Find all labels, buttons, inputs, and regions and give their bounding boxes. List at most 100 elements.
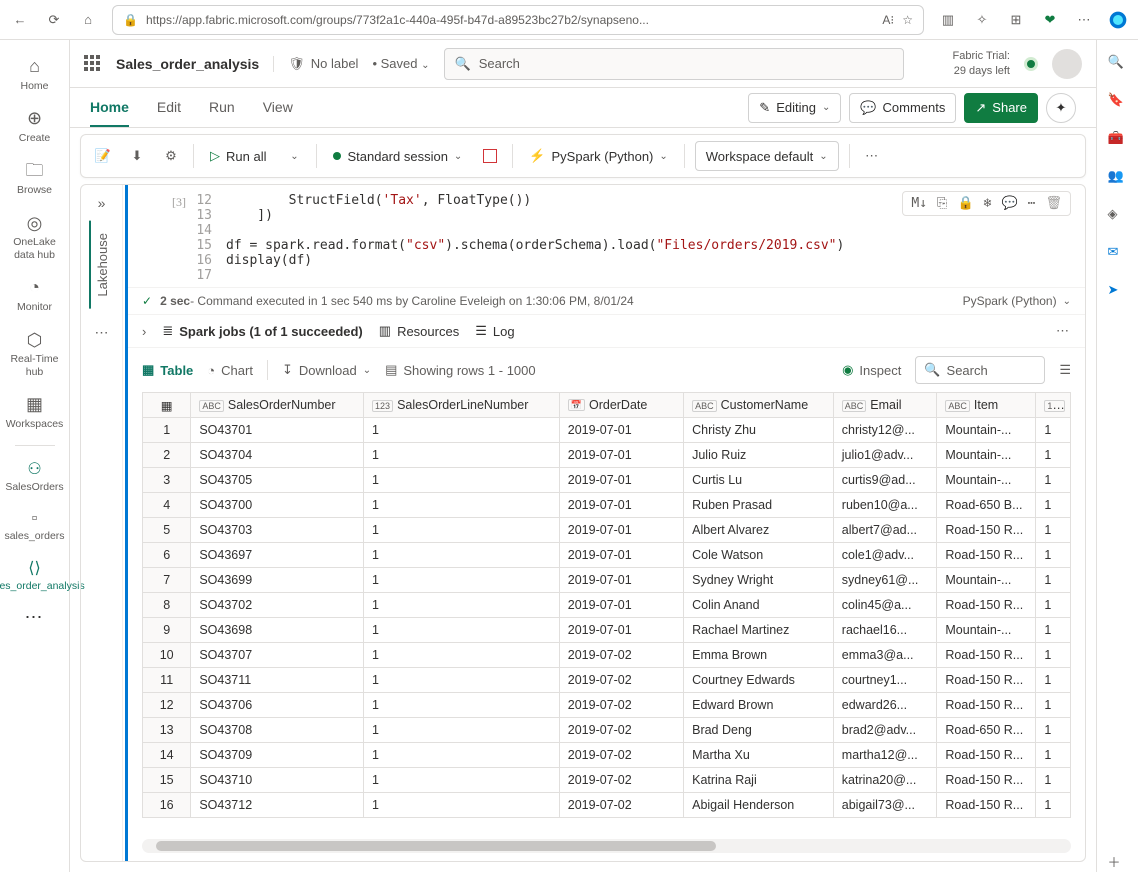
nav-onelake[interactable]: ◎OneLake data hub	[5, 207, 65, 268]
env-button[interactable]: Workspace default⌄	[695, 141, 839, 171]
inspect-button[interactable]: ◉Inspect	[842, 362, 901, 378]
table-row[interactable]: 15SO4371012019-07-02Katrina Rajikatrina2…	[143, 768, 1071, 793]
split-screen-icon[interactable]: ▥	[938, 10, 958, 30]
editing-button[interactable]: ✎Editing⌄	[748, 93, 841, 123]
nav-sales-orders[interactable]: ▫sales_orders	[5, 503, 65, 549]
tag-icon[interactable]: 🔖	[1108, 92, 1128, 112]
tab-run[interactable]: Run	[209, 89, 235, 127]
sensitivity-label[interactable]: 🛡 No label	[288, 56, 358, 72]
nav-monitor[interactable]: ◔Monitor	[5, 271, 65, 319]
cell-delete-icon[interactable]: 🗑	[1045, 196, 1062, 211]
lakehouse-tab[interactable]: Lakehouse	[89, 221, 114, 309]
search-icon[interactable]: 🔍	[1108, 54, 1128, 74]
column-header[interactable]: ABCSalesOrderNumber	[191, 393, 364, 418]
nav-browse[interactable]: 🗀Browse	[5, 154, 65, 202]
save-icon[interactable]: 📝	[91, 144, 115, 168]
share-button[interactable]: ↗Share	[964, 93, 1038, 123]
table-row[interactable]: 4SO4370012019-07-01Ruben Prasadruben10@a…	[143, 493, 1071, 518]
session-button[interactable]: Standard session⌄	[327, 145, 468, 168]
tab-home[interactable]: Home	[90, 89, 129, 127]
table-row[interactable]: 8SO4370212019-07-01Colin Anandcolin45@a.…	[143, 593, 1071, 618]
office-icon[interactable]: ◈	[1108, 206, 1128, 226]
table-row[interactable]: 6SO4369712019-07-01Cole Watsoncole1@adv.…	[143, 543, 1071, 568]
add-icon[interactable]: ＋	[1108, 852, 1128, 872]
tab-view[interactable]: View	[263, 89, 293, 127]
output-chart-tab[interactable]: ◔Chart	[207, 363, 253, 378]
cell-comment-icon[interactable]: 💬	[1001, 196, 1017, 211]
download-button[interactable]: ↧Download⌄	[282, 362, 371, 378]
favorite-icon[interactable]: ☆	[902, 13, 913, 27]
table-row[interactable]: 14SO4370912019-07-02Martha Xumartha12@..…	[143, 743, 1071, 768]
column-header[interactable]: ABCItem	[937, 393, 1036, 418]
expand-panel-icon[interactable]: »	[98, 195, 106, 211]
table-row[interactable]: 1SO4370112019-07-01Christy Zhuchristy12@…	[143, 418, 1071, 443]
avatar[interactable]	[1052, 49, 1082, 79]
waffle-icon[interactable]	[84, 55, 102, 73]
table-row[interactable]: 3SO4370512019-07-01Curtis Lucurtis9@ad..…	[143, 468, 1071, 493]
filter-icon[interactable]: ☰	[1059, 362, 1071, 378]
read-aloud-icon[interactable]: A⁝	[882, 13, 894, 27]
chevron-right-icon[interactable]: ›	[142, 324, 146, 339]
table-row[interactable]: 13SO4370812019-07-02Brad Dengbrad2@adv..…	[143, 718, 1071, 743]
resources[interactable]: ▥Resources	[379, 323, 459, 339]
search-input[interactable]: 🔍 Search	[444, 48, 904, 80]
people-icon[interactable]: 👥	[1108, 168, 1128, 188]
nav-workspaces[interactable]: ▦Workspaces	[5, 388, 65, 436]
table-row[interactable]: 7SO4369912019-07-01Sydney Wrightsydney61…	[143, 568, 1071, 593]
cell-lock-icon[interactable]: 🔒	[957, 196, 973, 211]
table-search-input[interactable]: 🔍Search	[915, 356, 1045, 384]
markdown-toggle[interactable]: M↓	[911, 196, 927, 211]
output-table-tab[interactable]: ▦Table	[142, 362, 193, 378]
column-header[interactable]: 123Q	[1036, 393, 1071, 418]
code-cell[interactable]: [3] 12 StructField('Tax', FloatType())13…	[128, 185, 1085, 287]
cell-freeze-icon[interactable]: ❄	[984, 196, 992, 211]
table-row[interactable]: 2SO4370412019-07-01Julio Ruizjulio1@adv.…	[143, 443, 1071, 468]
table-row[interactable]: 12SO4370612019-07-02Edward Brownedward26…	[143, 693, 1071, 718]
run-all-button[interactable]: ▷Run all	[204, 144, 272, 168]
run-dropdown-icon[interactable]: ⌄	[282, 144, 306, 168]
send-icon[interactable]: ➤	[1108, 282, 1128, 302]
url-bar[interactable]: 🔒 https://app.fabric.microsoft.com/group…	[112, 5, 924, 35]
jobs-more-icon[interactable]: ⋯	[1056, 323, 1071, 339]
copilot-icon[interactable]	[1108, 10, 1128, 30]
outlook-icon[interactable]: ✉	[1108, 244, 1128, 264]
table-row[interactable]: 11SO4371112019-07-02Courtney Edwardscour…	[143, 668, 1071, 693]
comments-button[interactable]: 💬Comments	[849, 93, 956, 123]
cell-more-icon[interactable]: ⋯	[95, 324, 109, 341]
nav-create[interactable]: ⊕Create	[5, 102, 65, 150]
nav-realtime[interactable]: ⬡Real-Time hub	[5, 324, 65, 385]
toolbox-icon[interactable]: 🧰	[1108, 130, 1128, 150]
table-row[interactable]: 9SO4369812019-07-01Rachael Martinezracha…	[143, 618, 1071, 643]
nav-salesorders[interactable]: ⚇SalesOrders	[5, 454, 65, 500]
column-header[interactable]: ABCCustomerName	[684, 393, 834, 418]
table-row[interactable]: 10SO4370712019-07-02Emma Brownemma3@a...…	[143, 643, 1071, 668]
copilot-button[interactable]: ✦	[1046, 93, 1076, 123]
nav-analysis[interactable]: ⟨⟩Sales_order_analysis	[5, 553, 65, 599]
row-header-icon[interactable]: ▦	[143, 393, 191, 418]
refresh-icon[interactable]: ⟳	[44, 10, 64, 30]
home-icon[interactable]: ⌂	[78, 10, 98, 30]
doc-title[interactable]: Sales_order_analysis	[116, 56, 274, 72]
cell-more-icon[interactable]: ⋯	[1028, 196, 1036, 211]
collections-icon[interactable]: ✧	[972, 10, 992, 30]
download-icon[interactable]: ⬇	[125, 144, 149, 168]
extensions-icon[interactable]: ⊞	[1006, 10, 1026, 30]
tab-edit[interactable]: Edit	[157, 89, 181, 127]
settings-icon[interactable]: ⚙	[159, 144, 183, 168]
nav-home[interactable]: ⌂Home	[5, 50, 65, 98]
cell-run-below-icon[interactable]: ⎘	[937, 196, 947, 211]
horizontal-scrollbar[interactable]	[142, 839, 1071, 853]
column-header[interactable]: ABCEmail	[833, 393, 937, 418]
back-icon[interactable]: ←	[10, 10, 30, 30]
table-row[interactable]: 5SO4370312019-07-01Albert Alvarezalbert7…	[143, 518, 1071, 543]
table-row[interactable]: 16SO4371212019-07-02Abigail Hendersonabi…	[143, 793, 1071, 818]
spark-jobs[interactable]: ≣Spark jobs (1 of 1 succeeded)	[162, 323, 362, 339]
performance-icon[interactable]: ❤	[1040, 10, 1060, 30]
column-header[interactable]: 📅OrderDate	[559, 393, 683, 418]
stop-button[interactable]	[478, 144, 502, 168]
language-button[interactable]: ⚡PySpark (Python)⌄	[523, 144, 673, 168]
nav-more-icon[interactable]: ⋯	[25, 607, 45, 628]
more-icon[interactable]: ⋯	[1074, 10, 1094, 30]
log[interactable]: ☰Log	[475, 323, 514, 339]
lang-dropdown-icon[interactable]: ⌄	[1063, 296, 1071, 307]
